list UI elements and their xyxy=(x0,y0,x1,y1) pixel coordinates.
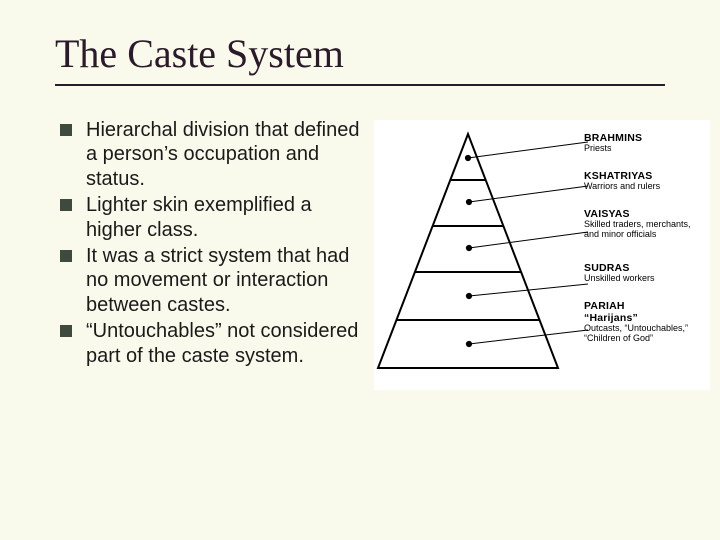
pyramid-labels: BRAHMINS Priests KSHATRIYAS Warriors and… xyxy=(584,132,704,354)
pyramid-label: KSHATRIYAS Warriors and rulers xyxy=(584,170,704,198)
label-desc: Skilled traders, merchants, and minor of… xyxy=(584,220,704,240)
caste-pyramid-figure: BRAHMINS Priests KSHATRIYAS Warriors and… xyxy=(374,120,710,390)
slide-title: The Caste System xyxy=(55,30,344,77)
list-item: It was a strict system that had no movem… xyxy=(60,244,360,317)
list-item: Lighter skin exemplified a higher class. xyxy=(60,193,360,242)
pyramid-label: PARIAH “Harijans” Outcasts, “Untouchable… xyxy=(584,300,704,344)
label-desc: Unskilled workers xyxy=(584,274,704,284)
label-desc: Priests xyxy=(584,144,704,154)
leader-line xyxy=(468,142,588,158)
pyramid-label: VAISYAS Skilled traders, merchants, and … xyxy=(584,208,704,252)
list-item: Hierarchal division that defined a perso… xyxy=(60,118,360,191)
list-item: “Untouchables” not considered part of th… xyxy=(60,319,360,368)
pyramid-label: BRAHMINS Priests xyxy=(584,132,704,160)
pyramid-outline xyxy=(378,134,558,368)
label-name: PARIAH xyxy=(584,300,704,312)
label-desc: Warriors and rulers xyxy=(584,182,704,192)
bullet-list: Hierarchal division that defined a perso… xyxy=(60,118,360,370)
pyramid-label: SUDRAS Unskilled workers xyxy=(584,262,704,290)
label-desc: Outcasts, “Untouchables,” “Children of G… xyxy=(584,324,704,344)
title-underline xyxy=(55,84,665,86)
